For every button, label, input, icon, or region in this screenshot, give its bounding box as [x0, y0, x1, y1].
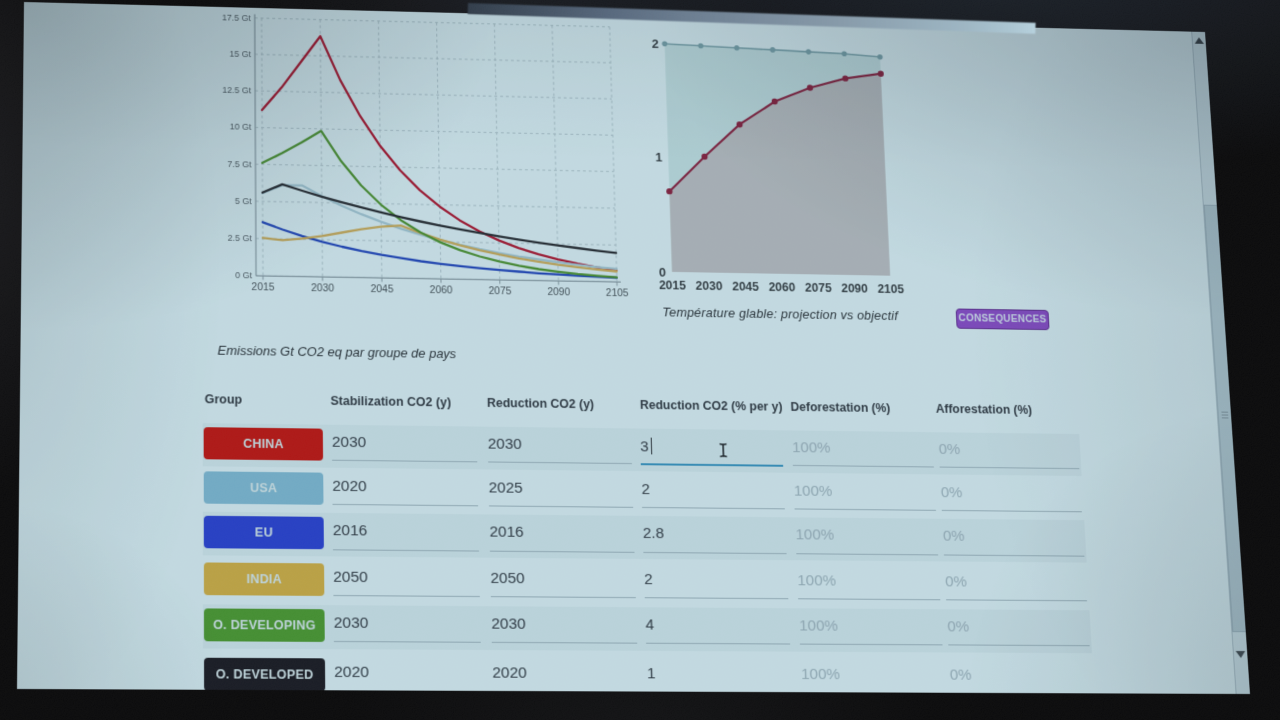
temperature-chart-caption: Température glable: projection vs object… — [662, 304, 899, 323]
svg-text:2030: 2030 — [695, 279, 723, 293]
input-underline — [644, 597, 789, 600]
deforestation-input[interactable]: 100% — [791, 439, 831, 457]
svg-text:2045: 2045 — [732, 279, 759, 293]
svg-text:2105: 2105 — [877, 282, 904, 296]
reduction-y-input[interactable]: 2025 — [488, 479, 523, 497]
scroll-up-icon[interactable] — [1194, 37, 1204, 44]
svg-text:5 Gt: 5 Gt — [235, 196, 252, 206]
input-underline — [801, 692, 945, 695]
input-underline — [490, 596, 636, 599]
group-button-usa[interactable]: USA — [203, 471, 324, 505]
svg-text:2075: 2075 — [805, 281, 832, 295]
afforestation-input[interactable]: 0% — [949, 666, 973, 685]
svg-text:2090: 2090 — [547, 287, 570, 298]
svg-text:0: 0 — [659, 265, 666, 279]
svg-text:2045: 2045 — [370, 284, 393, 295]
temperature-chart: 0 1 2 2015 2030 2045 2060 2075 2090 2105 — [652, 37, 905, 296]
emissions-chart: 0 Gt 2.5 Gt 5 Gt 7.5 Gt 10 Gt 12.5 Gt 15 Gt 17.… — [222, 6, 629, 300]
stabilization-input[interactable]: 2050 — [333, 568, 369, 586]
reduction-pct-input[interactable]: 1 — [646, 665, 656, 683]
afforestation-input[interactable]: 0% — [938, 440, 961, 458]
deforestation-input[interactable]: 100% — [795, 526, 835, 544]
afforestation-input[interactable]: 0% — [940, 483, 963, 501]
group-button-china[interactable]: CHINA — [203, 426, 324, 461]
scrollbar-grip — [1221, 414, 1229, 416]
column-header: Deforestation (%) — [790, 400, 891, 416]
group-button-o-developing[interactable]: O. DEVELOPING — [203, 607, 325, 642]
deforestation-input[interactable]: 100% — [793, 482, 833, 500]
scrollbar-grip — [1221, 417, 1229, 419]
svg-text:2075: 2075 — [489, 286, 512, 297]
reduction-y-input[interactable]: 2016 — [489, 523, 524, 542]
reduction-pct-input[interactable]: 2 — [643, 570, 653, 588]
stabilization-input[interactable]: 2030 — [333, 613, 369, 632]
column-header: Afforestation (%) — [935, 401, 1033, 417]
scrollbar-thumb[interactable] — [1203, 204, 1246, 633]
scrollbar-track[interactable] — [1191, 31, 1251, 695]
reduction-y-input[interactable]: 2030 — [491, 614, 526, 633]
ibeam-cursor-icon — [716, 441, 730, 459]
consequences-button[interactable]: CONSEQUENCES — [955, 308, 1050, 331]
input-underline — [489, 505, 634, 509]
group-button-o-developed[interactable]: O. DEVELOPED — [204, 658, 326, 692]
svg-text:2015: 2015 — [659, 278, 687, 292]
input-underline — [334, 691, 482, 693]
svg-text:0 Gt: 0 Gt — [235, 270, 252, 280]
svg-text:12.5 Gt: 12.5 Gt — [222, 85, 252, 96]
scroll-down-icon[interactable] — [1235, 650, 1246, 659]
reduction-y-input[interactable]: 2050 — [490, 569, 525, 587]
scrollbar-grip — [1221, 411, 1229, 413]
input-underline — [794, 508, 937, 512]
input-underline — [647, 692, 793, 694]
deforestation-input[interactable]: 100% — [797, 571, 837, 590]
stabilization-input[interactable]: 2030 — [331, 433, 367, 451]
input-underline — [642, 507, 785, 510]
reduction-pct-input[interactable]: 2 — [641, 480, 651, 498]
afforestation-input[interactable]: 0% — [947, 617, 970, 636]
svg-text:2060: 2060 — [430, 285, 453, 296]
input-underline — [941, 510, 1082, 513]
column-header: Reduction CO2 (% per y) — [639, 398, 783, 414]
table-title: Emissions Gt CO2 eq par groupe de pays — [217, 342, 457, 362]
svg-text:2: 2 — [652, 37, 659, 51]
reduction-pct-input[interactable]: 3 — [640, 437, 653, 456]
svg-text:2030: 2030 — [311, 283, 335, 294]
stabilization-input[interactable]: 2020 — [334, 663, 370, 682]
svg-text:2.5 Gt: 2.5 Gt — [228, 233, 253, 243]
input-underline — [798, 598, 941, 601]
column-header: Stabilization CO2 (y) — [330, 393, 452, 410]
stabilization-input[interactable]: 2020 — [332, 477, 367, 495]
deforestation-input[interactable]: 100% — [798, 616, 839, 635]
reduction-pct-input[interactable]: 2.8 — [642, 525, 665, 543]
stabilization-input[interactable]: 2016 — [332, 522, 368, 540]
reduction-y-input[interactable]: 2020 — [492, 664, 528, 683]
svg-text:15 Gt: 15 Gt — [229, 49, 251, 59]
deforestation-input[interactable]: 100% — [800, 666, 841, 684]
reduction-y-input[interactable]: 2030 — [487, 435, 523, 453]
svg-text:2060: 2060 — [768, 280, 795, 294]
app-viewport: 0 Gt 2.5 Gt 5 Gt 7.5 Gt 10 Gt 12.5 Gt 15 Gt 17.… — [17, 2, 1251, 695]
reduction-pct-input[interactable]: 4 — [645, 615, 655, 634]
svg-text:10 Gt: 10 Gt — [230, 122, 252, 132]
svg-text:2105: 2105 — [606, 288, 629, 299]
group-button-eu[interactable]: EU — [203, 515, 324, 550]
input-underline — [492, 691, 639, 694]
afforestation-input[interactable]: 0% — [944, 572, 968, 591]
column-header: Group — [204, 392, 243, 407]
input-underline — [333, 595, 480, 598]
group-button-india[interactable]: INDIA — [203, 562, 325, 596]
projected-screen: 0 Gt 2.5 Gt 5 Gt 7.5 Gt 10 Gt 12.5 Gt 15 Gt 17.… — [17, 2, 1251, 695]
input-underline — [332, 504, 479, 507]
column-header: Reduction CO2 (y) — [486, 396, 595, 412]
svg-text:2015: 2015 — [251, 282, 275, 294]
input-underline — [946, 599, 1088, 602]
svg-text:17.5 Gt: 17.5 Gt — [222, 12, 251, 22]
afforestation-input[interactable]: 0% — [942, 527, 966, 545]
svg-text:1: 1 — [655, 150, 662, 164]
svg-text:7.5 Gt: 7.5 Gt — [227, 159, 252, 169]
svg-text:2090: 2090 — [841, 281, 868, 295]
